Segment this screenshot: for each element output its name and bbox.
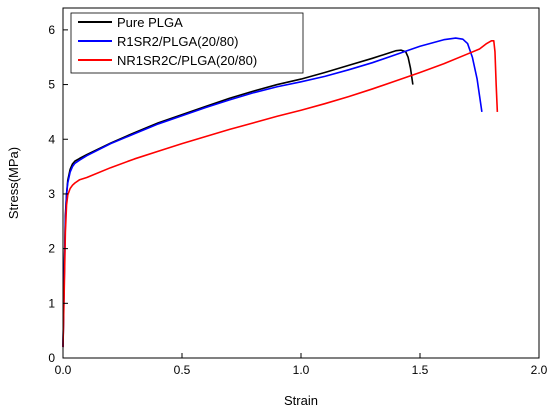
axis-ticks: 0.0 0.5 1.0 1.5 2.0 0 1 2 3 4 5 6 xyxy=(48,23,547,377)
series-line-2 xyxy=(62,37,483,348)
x-axis-title: Strain xyxy=(284,393,318,408)
y-tick-label: 2 xyxy=(48,242,55,256)
x-tick-label: 1.5 xyxy=(412,363,429,377)
series-line-3 xyxy=(62,40,499,348)
legend: Pure PLGA R1SR2/PLGA(20/80) NR1SR2C/PLGA(2… xyxy=(70,12,304,74)
y-tick-label: 3 xyxy=(48,187,55,201)
y-tick-label: 0 xyxy=(48,351,55,365)
x-tick-label: 2.0 xyxy=(531,363,548,377)
y-tick-label: 6 xyxy=(48,23,55,37)
legend-label-3: NR1SR2C/PLGA(20/80) xyxy=(117,53,257,68)
legend-label-2: R1SR2/PLGA(20/80) xyxy=(117,34,238,49)
y-axis-title: Stress(MPa) xyxy=(6,147,21,219)
x-tick-label: 1.0 xyxy=(293,363,310,377)
y-tick-label: 4 xyxy=(48,132,55,146)
series-line-1 xyxy=(62,49,414,348)
y-tick-label: 5 xyxy=(48,78,55,92)
plot-lines xyxy=(62,37,499,348)
x-tick-label: 0.5 xyxy=(174,363,191,377)
legend-label-1: Pure PLGA xyxy=(117,15,183,30)
x-tick-label: 0.0 xyxy=(55,363,72,377)
y-tick-label: 1 xyxy=(48,296,55,310)
